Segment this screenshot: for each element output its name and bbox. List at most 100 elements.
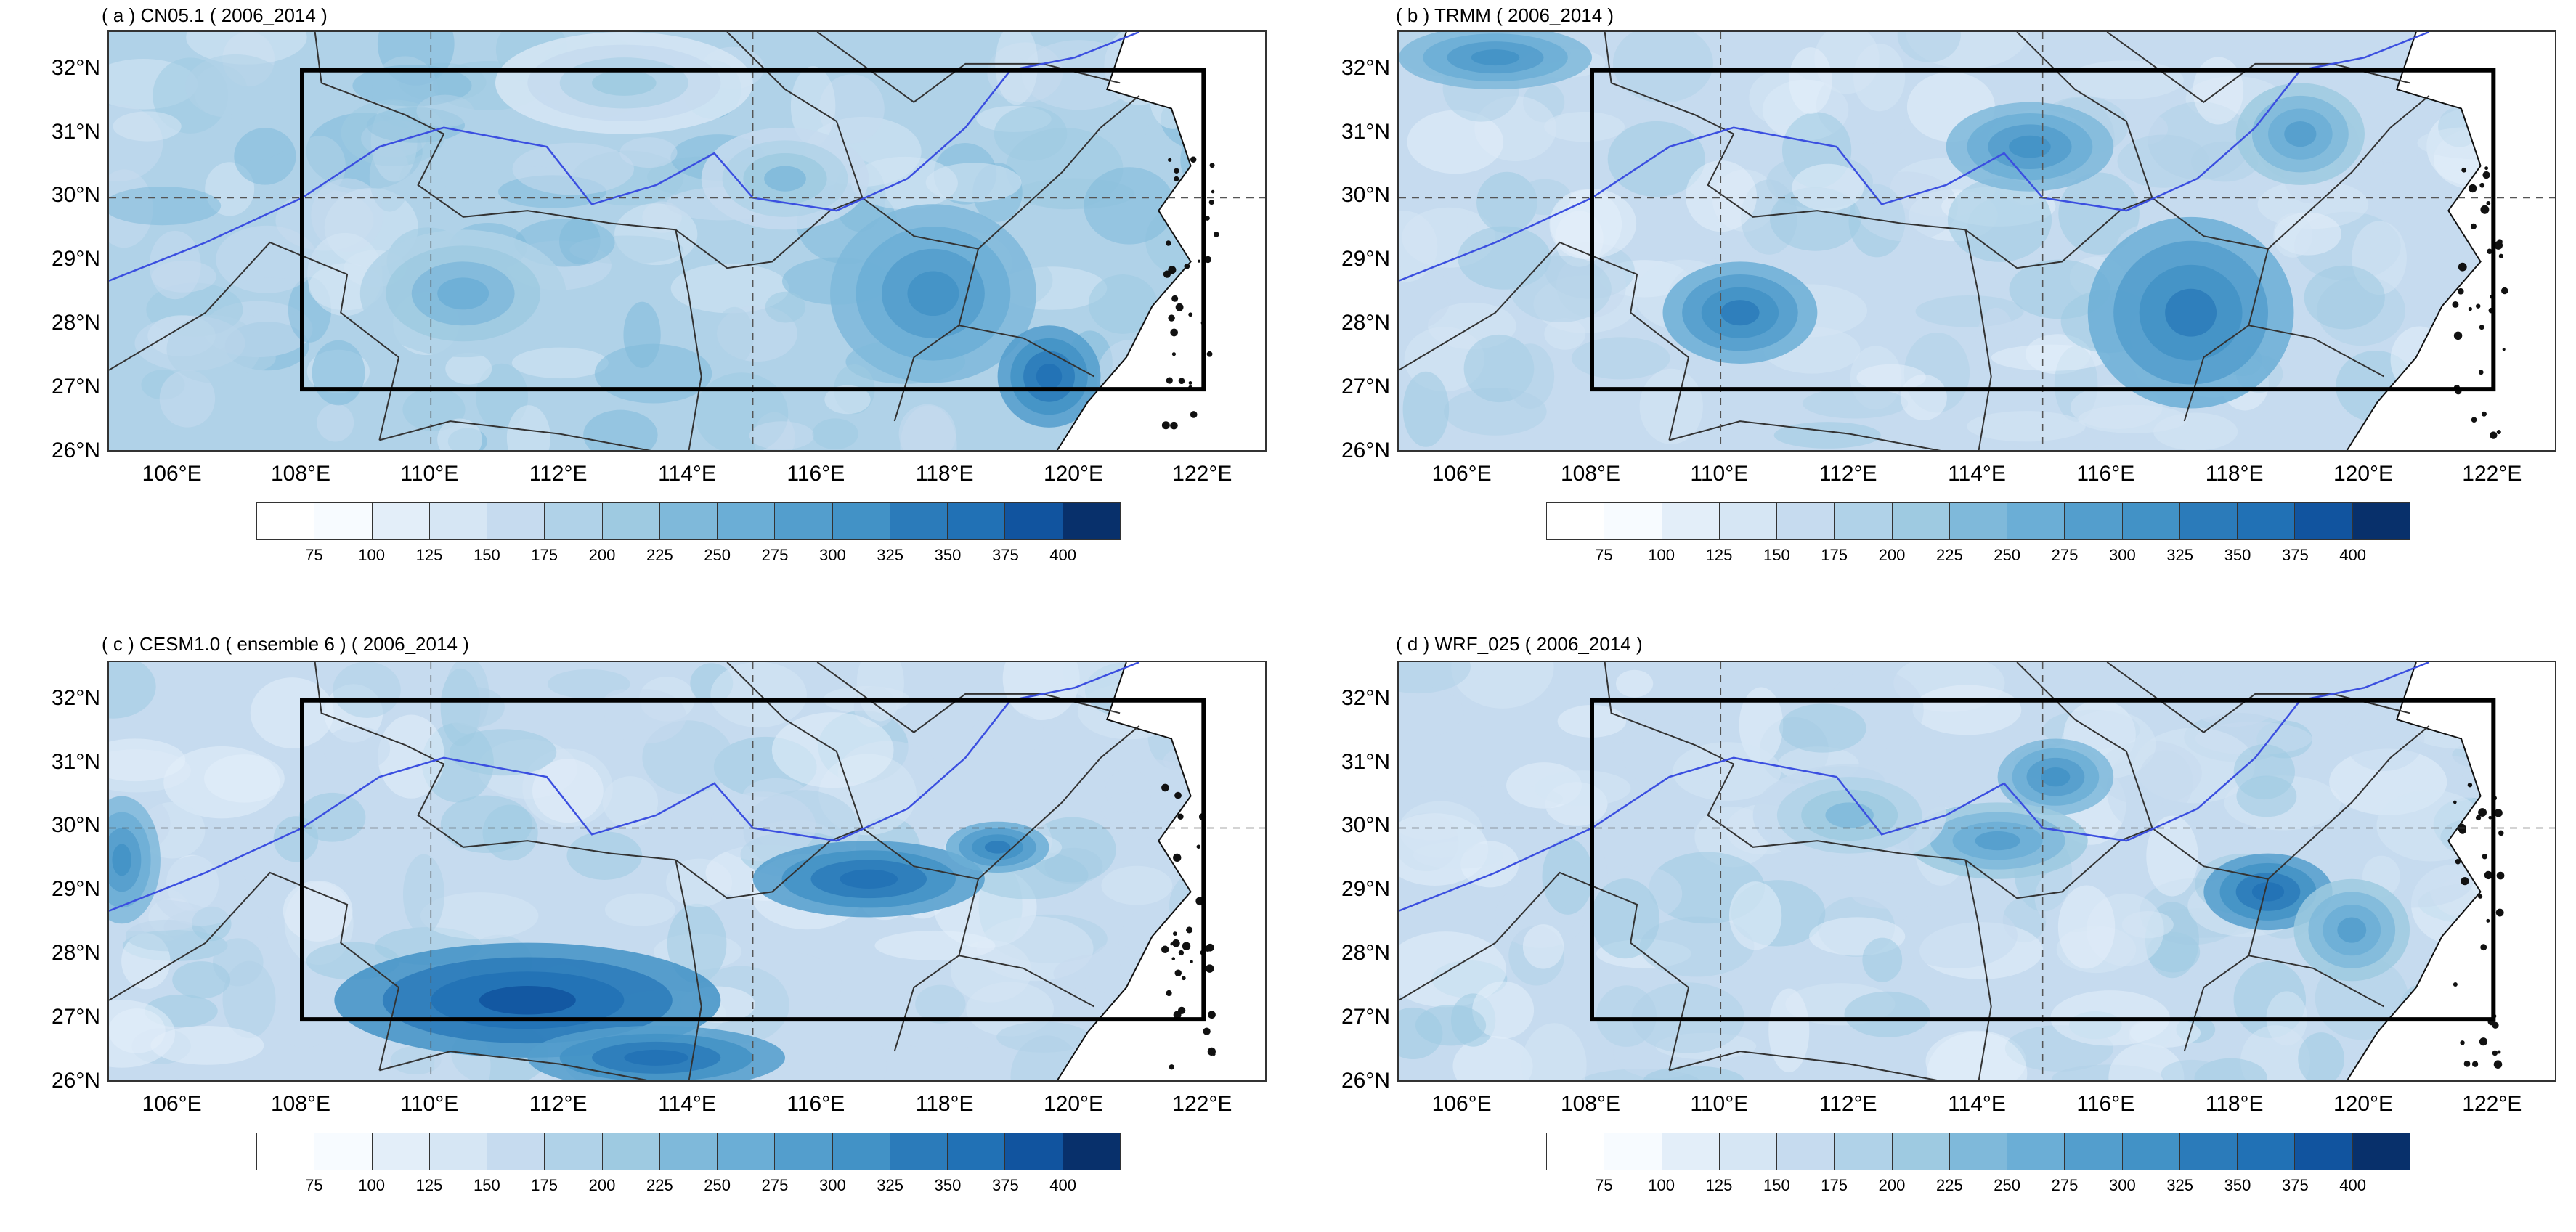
field-cell [1947,178,2052,262]
lat-tick-label: 29°N [1341,877,1390,902]
colorbar-label: 200 [1878,1176,1906,1194]
province-border [861,197,980,422]
lon-tick-label: 110°E [1690,462,1749,486]
island [1203,1027,1211,1035]
island [1173,853,1182,862]
colorbar-label: 75 [1595,1176,1613,1194]
island [2494,809,2503,817]
island [1174,791,1182,799]
precip-maximum [840,869,898,889]
colorbar-label: 400 [2339,1176,2367,1194]
field-cell [2161,1059,2223,1080]
field-cell [667,903,727,984]
colorbar-swatch [545,503,603,539]
island [2492,1050,2498,1056]
lon-tick-label: 114°E [658,462,716,486]
field-cell [583,409,658,450]
study-box [1590,68,2496,392]
lon-tick-label: 106°E [1431,462,1492,486]
lon-tick-label: 112°E [1819,462,1877,486]
field-cell [602,776,659,828]
colorbar [256,502,1121,540]
field-cell [1991,344,2110,371]
field-cell [2078,404,2188,433]
field-cell [163,746,280,819]
lat-tick-label: 26°N [51,1069,100,1093]
colorbar-label: 125 [1705,1176,1733,1194]
field-cell [2058,172,2140,255]
field-cell [889,1016,997,1049]
colorbar-label: 125 [415,546,443,564]
lat-tick-label: 28°N [51,941,100,966]
colorbar-label: 275 [2051,1176,2079,1194]
field-cell [311,178,383,252]
island [2453,982,2458,987]
field-cell [250,677,334,748]
field-cell [1643,1066,1744,1080]
colorbar-swatch [257,1133,315,1170]
field-cell [996,1021,1090,1053]
lon-tick-label: 106°E [1431,1092,1492,1116]
province-border [2248,325,2385,378]
field-cell [532,759,604,823]
colorbar-label: 75 [305,546,323,564]
colorbar-swatch [2065,503,2123,539]
island [1161,783,1169,792]
lon-tick-label: 114°E [1948,1092,2006,1116]
ocean [2347,662,2555,1080]
lat-tick-label: 30°N [51,183,100,208]
province-border [2151,197,2270,422]
island [2486,918,2490,923]
field-cell [1729,881,1782,950]
island [1178,378,1185,384]
colorbar-swatch [1719,503,1778,539]
study-box [1590,698,2496,1022]
precip-maximum [1975,831,2020,851]
province-border [675,229,702,450]
field-cell [109,187,222,226]
precip-maximum [592,70,657,96]
province-border [675,827,863,899]
map-canvas [1399,32,2555,450]
colorbar-swatch [1949,1133,2008,1170]
island [2496,871,2505,880]
field-cell [420,892,539,939]
field-cell [2066,60,2184,100]
field-cell [994,106,1068,161]
province-border [726,662,864,828]
colorbar-label: 100 [358,1176,386,1194]
colorbar-swatch [1547,503,1605,539]
field-cell [1975,307,2018,389]
lon-tick-label: 114°E [1948,462,2006,486]
field-cell [399,150,503,206]
island [2478,370,2484,375]
island [1208,1011,1216,1019]
field-cell [2298,1032,2345,1080]
field-cell [1402,371,1450,447]
field-cell [1773,422,1881,449]
field-cell [445,352,492,385]
field-cell [293,136,346,196]
island [2488,815,2492,820]
province-border [675,860,702,1080]
island [2500,287,2508,295]
lat-tick-label: 30°N [1341,813,1390,838]
field-cell [824,385,871,415]
field-cell [186,32,307,65]
island [2490,431,2498,439]
field-cell [402,387,466,431]
lat-tick-label: 29°N [51,877,100,902]
colorbar-label: 350 [934,1176,962,1194]
colorbar-swatch [1892,503,1950,539]
field-cell [1521,1023,1587,1080]
island [1211,189,1215,194]
lat-tick-label: 30°N [1341,183,1390,208]
province-border [726,32,864,198]
precip-maximum [624,1049,689,1066]
colorbar-swatch [659,503,718,539]
lat-tick-label: 29°N [51,247,100,272]
colorbar-label: 125 [415,1176,443,1194]
panel-title: ( b ) TRMM ( 2006_2014 ) [1396,4,1614,26]
map-canvas [109,32,1265,450]
field-cell [2121,910,2174,939]
